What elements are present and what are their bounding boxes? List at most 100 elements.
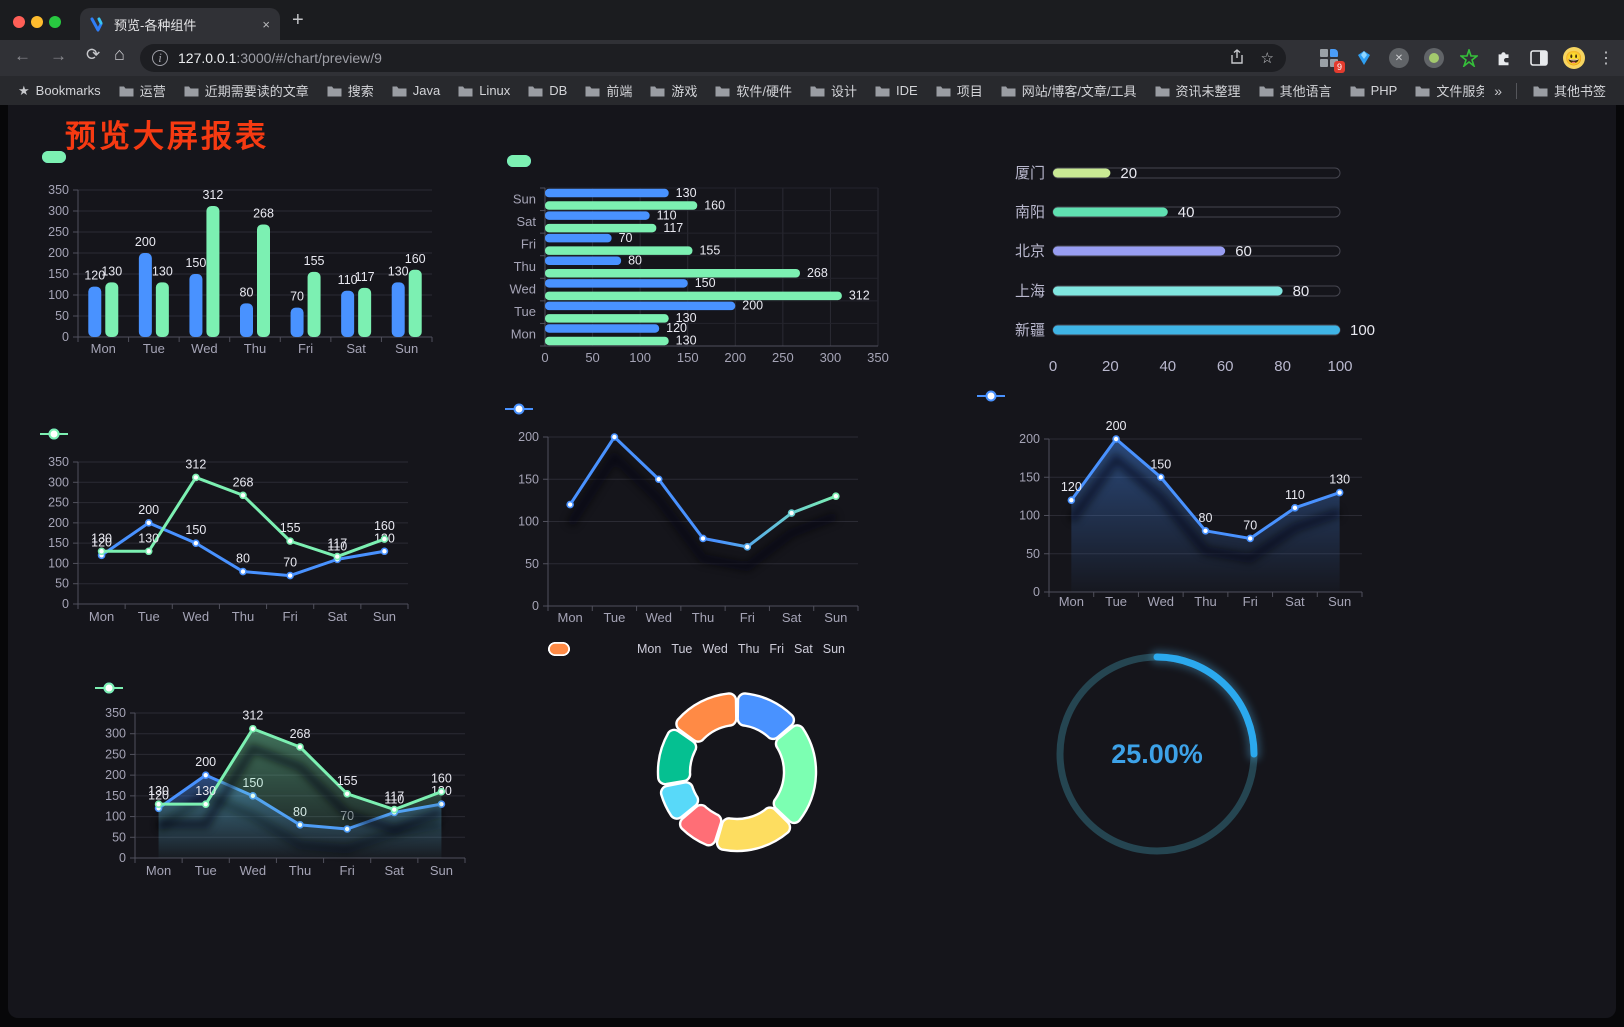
bookmark-folder[interactable]: 软件/硬件 [709, 78, 798, 103]
legend-item[interactable]: Thu [548, 642, 759, 656]
folder-icon [1259, 86, 1274, 96]
svg-text:160: 160 [704, 198, 725, 212]
svg-text:Wed: Wed [1148, 594, 1175, 609]
svg-text:130: 130 [1329, 473, 1350, 487]
svg-text:0: 0 [1049, 358, 1057, 375]
url-text[interactable]: 127.0.0.1:3000/#/chart/preview/9 [178, 50, 382, 66]
bookmark-folder[interactable]: 其他语言 [1253, 78, 1338, 103]
svg-text:Thu: Thu [692, 610, 714, 625]
back-icon[interactable]: ← [14, 46, 31, 65]
vue-devtools-icon[interactable] [1353, 47, 1375, 69]
bookmark-label: 游戏 [671, 84, 698, 99]
new-tab-button[interactable]: + [292, 9, 304, 31]
profile-avatar[interactable]: 😃 [1563, 47, 1585, 69]
bookmark-folder[interactable]: 前端 [579, 78, 638, 103]
tab-close-icon[interactable]: × [262, 16, 270, 32]
svg-text:20: 20 [1102, 358, 1119, 375]
forward-icon[interactable]: → [50, 46, 67, 65]
legend-item[interactable]: Tue [548, 642, 692, 656]
gradient-line-chart[interactable]: 0 50 100 150 200 Mon Tue Wed Thu Fri Sat Sun [505, 400, 883, 638]
folder-icon [184, 86, 199, 96]
svg-text:100: 100 [518, 515, 539, 529]
legend-item[interactable]: Sun [548, 642, 845, 656]
svg-text:150: 150 [1019, 470, 1040, 484]
grouped-bar-chart[interactable]: 0 50 100 150 200 250 300 350 Mon Tue Wed Thu Fri Sat S… [40, 148, 473, 373]
bookmark-folder[interactable]: 搜索 [321, 78, 380, 103]
bookmark-folder[interactable]: 近期需要读的文章 [178, 78, 315, 103]
reload-icon[interactable]: ⟳ [86, 45, 101, 64]
svg-text:60: 60 [1217, 358, 1234, 375]
bookmark-folder[interactable]: 项目 [930, 78, 989, 103]
svg-text:Fri: Fri [521, 236, 536, 251]
active-tab[interactable]: 预览-各种组件 × [80, 8, 280, 40]
bookmarks-overflow-chevron[interactable]: » [1494, 82, 1502, 99]
bookmark-folder[interactable]: 文件服务器 [1409, 78, 1484, 103]
svg-text:上海: 上海 [1015, 283, 1045, 300]
bookmark-label: 项目 [956, 84, 983, 99]
bookmark-label: 资讯未整理 [1175, 84, 1241, 99]
legend-item[interactable]: Fri [548, 642, 784, 656]
folder-icon [1533, 86, 1548, 96]
address-bar[interactable]: i 127.0.0.1:3000/#/chart/preview/9 ☆ [140, 44, 1286, 72]
window-zoom-button[interactable] [49, 16, 61, 28]
bookmarks-root-item[interactable]: ★ Bookmarks [12, 80, 107, 102]
svg-text:120: 120 [148, 788, 169, 802]
svg-text:120: 120 [666, 321, 687, 335]
svg-text:Tue: Tue [195, 863, 217, 878]
circular-progress-gauge[interactable]: 25.00% [1040, 640, 1280, 880]
folder-icon [1415, 86, 1430, 96]
donut-chart[interactable]: Mon Tue Wed Thu Fri Sat Sun [545, 638, 937, 890]
svg-text:70: 70 [619, 231, 633, 245]
svg-text:80: 80 [628, 254, 642, 268]
area-line-chart[interactable]: 0 50 100 150 200 Mon Tue Wed Thu Fri Sat Sun 120 200 1… [977, 385, 1377, 623]
svg-text:300: 300 [105, 727, 126, 741]
bookmark-folder[interactable]: PHP [1344, 80, 1404, 101]
bookmark-folder[interactable]: 运营 [113, 78, 172, 103]
svg-text:250: 250 [772, 350, 794, 365]
bookmark-folder[interactable]: Java [386, 80, 446, 101]
svg-text:110: 110 [384, 792, 404, 806]
other-bookmarks-folder[interactable]: 其他书签 [1527, 78, 1612, 103]
bookmark-folder[interactable]: 网站/博客/文章/工具 [995, 78, 1143, 103]
svg-text:312: 312 [202, 188, 223, 202]
multi-area-line-chart[interactable]: 0 50 100 150 200 250 300 350 Mon Tue Wed Thu Fri Sat S… [95, 675, 483, 897]
svg-text:100: 100 [48, 288, 69, 302]
bookmark-folder[interactable]: 资讯未整理 [1149, 78, 1247, 103]
svg-text:250: 250 [48, 225, 69, 239]
multi-line-chart[interactable]: 0 50 100 150 200 250 300 350 Mon Tue Wed Thu Fri Sat S… [40, 425, 422, 640]
green-star-extension-icon[interactable] [1458, 47, 1480, 69]
puzzle-extensions-icon[interactable] [1493, 47, 1515, 69]
bookmark-folder[interactable]: Linux [452, 80, 516, 101]
browser-menu-icon[interactable]: ⋮ [1598, 50, 1614, 67]
legend-item[interactable]: Wed [548, 642, 728, 656]
progress-bar-chart[interactable]: 厦门 20 南阳 40 北京 60 上海 80 新疆 100 0 20 40 60 80 100 [990, 150, 1375, 390]
svg-text:268: 268 [253, 206, 274, 220]
gray-cross-circle-icon[interactable]: ✕ [1388, 47, 1410, 69]
bookmark-folder[interactable]: 游戏 [644, 78, 703, 103]
bookmark-folder[interactable]: IDE [869, 80, 924, 101]
svg-text:200: 200 [1106, 419, 1127, 433]
site-info-icon[interactable]: i [152, 50, 168, 66]
legend-item[interactable]: Mon [548, 642, 661, 656]
site-favicon-icon [90, 17, 103, 32]
bookmark-folder[interactable]: 设计 [804, 78, 863, 103]
share-icon[interactable] [1229, 49, 1245, 65]
svg-text:50: 50 [585, 350, 599, 365]
svg-text:300: 300 [820, 350, 842, 365]
window-minimize-button[interactable] [31, 16, 43, 28]
pixel-grid-extension-icon[interactable]: 9 [1318, 47, 1345, 73]
svg-text:150: 150 [105, 789, 126, 803]
legend-item[interactable]: Sat [548, 642, 813, 656]
bookmark-folder[interactable]: DB [522, 80, 573, 101]
recorder-circle-icon[interactable] [1423, 47, 1445, 69]
folder-icon [875, 86, 890, 96]
folder-icon [392, 86, 407, 96]
window-close-button[interactable] [13, 16, 25, 28]
folder-icon [528, 86, 543, 96]
horizontal-bar-chart[interactable]: 0 50 100 150 200 250 300 350 Mon 120 130 Tue 200 130 W… [505, 150, 905, 378]
bookmark-star-icon[interactable]: ☆ [1260, 50, 1274, 67]
svg-text:20: 20 [1120, 165, 1137, 182]
svg-text:80: 80 [1199, 511, 1213, 525]
home-icon[interactable]: ⌂ [114, 44, 125, 64]
side-panel-icon[interactable] [1528, 47, 1550, 69]
